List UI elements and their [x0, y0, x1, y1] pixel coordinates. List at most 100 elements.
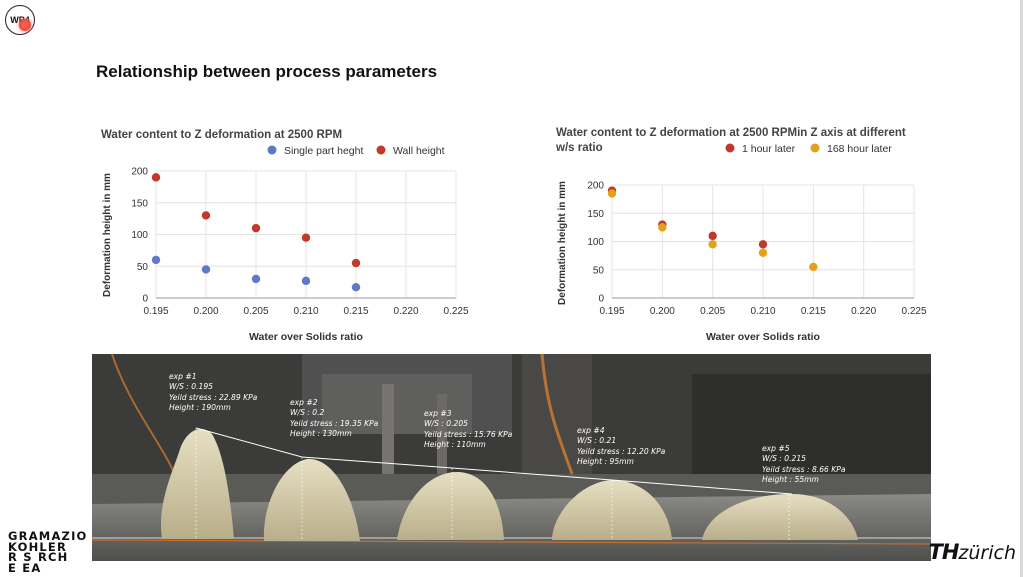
y-tick-label: 150 [131, 198, 148, 209]
y-tick-label: 50 [593, 265, 605, 276]
sample-exp-2 [263, 458, 360, 541]
eth-logo-text: zürich [958, 542, 1016, 564]
x-axis-label: Water over Solids ratio [706, 331, 820, 343]
x-tick-label: 0.225 [901, 306, 926, 317]
logo-line-2: KOHLER [8, 539, 68, 554]
eth-logo-bold: TH [928, 540, 960, 564]
exp-3-label: exp #3 W/S : 0.205 Yeild stress : 15.76 … [424, 409, 512, 451]
chart-1-title: Water content to Z deformation at 2500 R… [101, 129, 343, 141]
exp-4-height: Height : 95mm [577, 457, 634, 467]
logo-line-4: E EA [8, 560, 42, 575]
x-tick-label: 0.205 [243, 306, 268, 317]
data-point [351, 283, 361, 292]
exp-1-height: Height : 190mm [169, 403, 231, 413]
exp-5-ws: W/S : 0.215 [762, 454, 807, 464]
exp-1-stress: Yeild stress : 22.89 KPa [169, 392, 258, 402]
slide-title: Relationship between process parameters [96, 62, 438, 81]
exp-4-ws: W/S : 0.21 [577, 436, 617, 446]
exp-2-stress: Yeild stress : 19.35 KPa [290, 418, 379, 428]
recording-dot-icon [19, 19, 31, 31]
logo-line-1: GRAMAZIO [8, 529, 88, 543]
chart-2-title-line-1: Water content to Z deformation at 2500 R… [556, 127, 906, 139]
x-tick-label: 0.200 [650, 306, 675, 317]
data-point [251, 223, 261, 233]
sample-exp-3 [397, 472, 504, 540]
exp-1-title: exp #1 [169, 372, 197, 381]
x-tick-label: 0.200 [193, 306, 218, 317]
legend-label: 168 hour later [827, 143, 892, 155]
exp-5-height: Height : 55mm [762, 475, 819, 485]
exp-2-ws: W/S : 0.2 [290, 408, 325, 418]
y-tick-label: 200 [131, 167, 148, 178]
chart-2-scatter: 0.195 0.200 0.205 0.210 0.215 0.220 0.225 0 50 10… [557, 143, 927, 343]
y-tick-label: 100 [587, 237, 604, 248]
data-point [758, 248, 768, 257]
y-tick-label: 200 [587, 181, 604, 192]
x-tick-label: 0.225 [443, 306, 468, 317]
exp-3-stress: Yeild stress : 15.76 KPa [424, 429, 513, 439]
y-tick-label: 50 [137, 262, 149, 273]
legend-marker [267, 145, 277, 155]
exp-5-label: exp #5 W/S : 0.215 Yeild stress : 8.66 K… [762, 444, 846, 486]
exp-1-label: exp #1 W/S : 0.195 Yeild stress : 22.89 … [169, 372, 257, 414]
x-tick-label: 0.220 [851, 306, 876, 317]
experiment-photo: exp #1 W/S : 0.195 Yeild stress : 22.89 … [92, 354, 931, 561]
right-edge-divider [1020, 0, 1023, 577]
legend-label: Single part heght [284, 145, 363, 157]
x-tick-label: 0.220 [393, 306, 418, 317]
data-point [151, 173, 161, 182]
x-tick-label: 0.210 [293, 306, 318, 317]
legend-marker [810, 143, 820, 153]
data-point [708, 231, 717, 241]
x-axis-label: Water over Solids ratio [249, 331, 363, 343]
data-point [708, 240, 717, 249]
y-tick-label: 100 [131, 230, 148, 241]
photo-scene [92, 354, 931, 561]
exp-5-title: exp #5 [762, 444, 790, 453]
y-tick-label: 0 [142, 294, 148, 305]
gramazio-kohler-logo: GRAMAZIO KOHLER R S RCH E EA [8, 531, 88, 573]
exp-5-stress: Yeild stress : 8.66 KPa [762, 464, 846, 474]
exp-2-title: exp #2 [290, 398, 318, 407]
data-point [301, 233, 311, 242]
exp-4-label: exp #4 W/S : 0.21 Yeild stress : 12.20 K… [577, 426, 665, 468]
exp-3-title: exp #3 [424, 409, 452, 418]
exp-2-label: exp #2 W/S : 0.2 Yeild stress : 19.35 KP… [290, 398, 378, 440]
x-tick-label: 0.215 [343, 306, 368, 317]
exp-4-title: exp #4 [577, 426, 605, 435]
data-point [809, 262, 818, 272]
data-point [758, 240, 768, 249]
legend-label: Wall height [393, 145, 445, 157]
y-tick-label: 0 [598, 294, 604, 305]
x-tick-label: 0.205 [700, 306, 725, 317]
chart-1-scatter: 0.195 0.200 0.205 0.210 0.215 0.220 0.225 0 50 10… [102, 145, 469, 343]
data-point [201, 211, 211, 220]
x-tick-label: 0.210 [750, 306, 775, 317]
sample-exp-5 [702, 494, 858, 540]
x-tick-label: 0.215 [801, 306, 826, 317]
y-axis-label: Deformation height in mm [102, 173, 113, 297]
data-point [201, 265, 211, 274]
data-point [351, 258, 361, 268]
data-point [658, 223, 667, 232]
sample-exp-1 [161, 429, 234, 539]
legend-marker [376, 145, 386, 155]
data-point [301, 276, 311, 286]
exp-4-stress: Yeild stress : 12.20 KPa [577, 446, 666, 456]
data-point [251, 274, 261, 284]
logo-line-3: R S RCH [8, 550, 69, 564]
data-point [607, 189, 617, 198]
chart-2-title-line-2: w/s ratio [556, 142, 603, 154]
legend-marker [725, 143, 735, 153]
legend-label: 1 hour later [742, 143, 796, 155]
data-point [151, 255, 161, 265]
exp-3-height: Height : 110mm [424, 440, 486, 450]
exp-1-ws: W/S : 0.195 [169, 382, 214, 392]
y-axis-label: Deformation height in mm [557, 181, 568, 305]
chart-2-title: Water content to Z deformation at 2500 R… [556, 126, 906, 156]
exp-3-ws: W/S : 0.205 [424, 419, 469, 429]
y-tick-label: 150 [587, 209, 604, 220]
x-tick-label: 0.195 [599, 306, 624, 317]
exp-2-height: Height : 130mm [290, 429, 352, 439]
x-tick-label: 0.195 [143, 306, 168, 317]
